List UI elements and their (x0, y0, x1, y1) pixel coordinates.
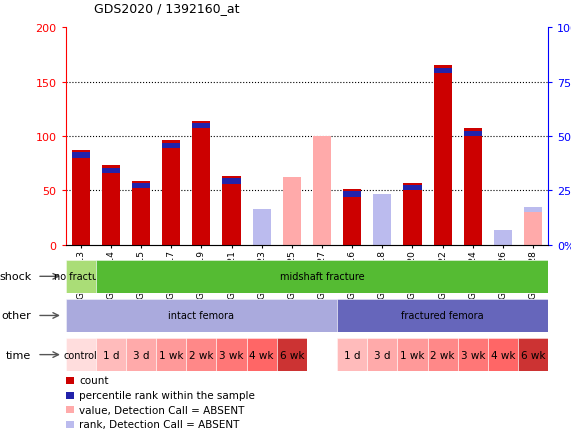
Bar (403, 183, 421, 245)
Text: 1 d: 1 d (103, 350, 119, 360)
Text: 4 wk: 4 wk (490, 350, 515, 360)
Text: 3 d: 3 d (133, 350, 149, 360)
Bar (223, 177, 240, 245)
Bar (192, 122, 210, 245)
Text: 3 wk: 3 wk (461, 350, 485, 360)
Bar (283, 178, 301, 245)
Bar (66, 421, 74, 428)
Text: 6 wk: 6 wk (521, 350, 545, 360)
Bar (252, 210, 271, 245)
Text: 1 wk: 1 wk (159, 350, 183, 360)
Text: other: other (2, 311, 31, 321)
Bar (433, 66, 452, 245)
Text: intact femora: intact femora (168, 311, 234, 321)
Bar (403, 186, 421, 191)
Text: time: time (6, 350, 31, 360)
Bar (494, 230, 512, 245)
Bar (72, 153, 90, 158)
Bar (313, 137, 331, 245)
Text: 3 wk: 3 wk (219, 350, 244, 360)
Text: 2 wk: 2 wk (431, 350, 455, 360)
Bar (66, 392, 74, 399)
Bar (343, 190, 361, 245)
Bar (102, 166, 120, 245)
Text: 1 d: 1 d (344, 350, 360, 360)
Bar (162, 143, 180, 148)
Bar (192, 124, 210, 129)
Text: count: count (79, 375, 108, 385)
Bar (433, 68, 452, 74)
Bar (464, 131, 482, 137)
Text: no fracture: no fracture (54, 272, 108, 282)
Bar (102, 168, 120, 174)
Text: 2 wk: 2 wk (189, 350, 214, 360)
Text: control: control (64, 350, 98, 360)
Text: midshaft fracture: midshaft fracture (280, 272, 364, 282)
Bar (66, 377, 74, 384)
Text: 4 wk: 4 wk (250, 350, 274, 360)
Text: percentile rank within the sample: percentile rank within the sample (79, 390, 255, 400)
Bar (162, 141, 180, 245)
Bar (524, 207, 542, 245)
Bar (283, 193, 301, 245)
Text: 1 wk: 1 wk (400, 350, 425, 360)
Bar (373, 194, 391, 245)
Bar (132, 183, 150, 189)
Text: 6 wk: 6 wk (280, 350, 304, 360)
Bar (464, 129, 482, 245)
Bar (313, 172, 331, 245)
Bar (66, 406, 74, 413)
Text: value, Detection Call = ABSENT: value, Detection Call = ABSENT (79, 405, 244, 415)
Bar (72, 151, 90, 245)
Bar (132, 181, 150, 245)
Text: rank, Detection Call = ABSENT: rank, Detection Call = ABSENT (79, 420, 240, 430)
Text: 3 d: 3 d (374, 350, 391, 360)
Text: fractured femora: fractured femora (401, 311, 484, 321)
Text: shock: shock (0, 272, 31, 282)
Bar (343, 192, 361, 197)
Text: GDS2020 / 1392160_at: GDS2020 / 1392160_at (94, 2, 240, 15)
Bar (524, 213, 542, 245)
Bar (223, 179, 240, 184)
